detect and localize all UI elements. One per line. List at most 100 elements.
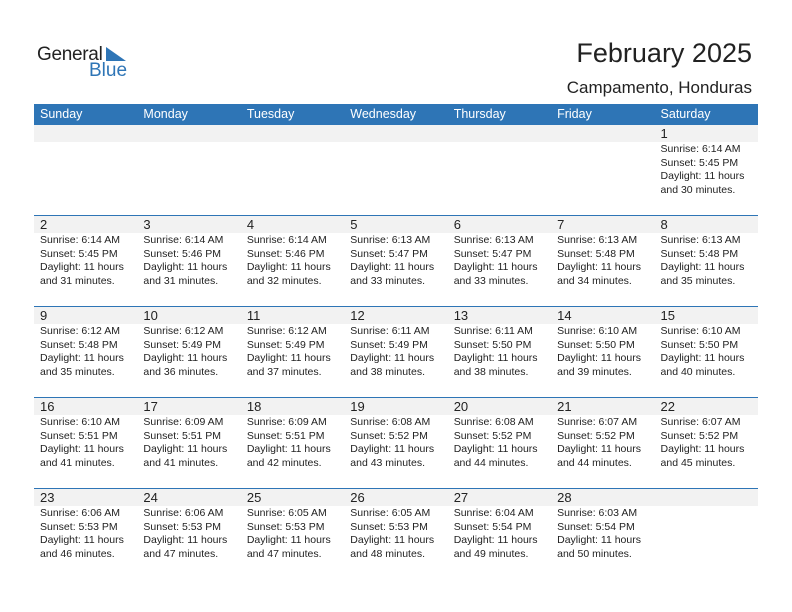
- day-cell: 25 Sunrise: 6:05 AM Sunset: 5:53 PM Dayligh…: [240, 489, 345, 579]
- sunrise-text: Sunrise: 6:07 AM: [557, 416, 638, 428]
- weekday-friday: Friday: [557, 107, 592, 121]
- sunrise-text: Sunrise: 6:13 AM: [660, 234, 741, 246]
- day-info: Sunrise: 6:14 AM Sunset: 5:46 PM Daylight:…: [137, 233, 240, 288]
- sunrise-text: Sunrise: 6:10 AM: [40, 416, 120, 428]
- sunrise-text: Sunrise: 6:14 AM: [143, 234, 224, 246]
- day-number: [654, 489, 758, 506]
- sunrise-text: Sunrise: 6:03 AM: [557, 507, 638, 519]
- day-info: Sunrise: 6:06 AM Sunset: 5:53 PM Daylight:…: [34, 506, 137, 561]
- daylight-text: Daylight: 11 hours: [246, 443, 331, 455]
- day-cell: [654, 489, 758, 579]
- daylight-minutes-text: and 31 minutes.: [40, 274, 115, 287]
- day-info: Sunrise: 6:13 AM Sunset: 5:47 PM Daylight:…: [448, 233, 551, 288]
- day-cell: [240, 125, 345, 215]
- day-info: Sunrise: 6:13 AM Sunset: 5:48 PM Daylight:…: [551, 233, 654, 288]
- sunrise-text: Sunrise: 6:08 AM: [453, 416, 534, 428]
- daylight-text: Daylight: 11 hours: [246, 261, 331, 273]
- location: Campamento, Honduras: [566, 78, 752, 97]
- sunset-text: Sunset: 5:51 PM: [40, 429, 118, 442]
- day-cell: 4 Sunrise: 6:14 AM Sunset: 5:46 PM Daylight…: [240, 216, 345, 306]
- day-info: Sunrise: 6:13 AM Sunset: 5:48 PM Daylight:…: [655, 233, 758, 288]
- daylight-text: Daylight: 11 hours: [453, 261, 538, 273]
- day-info: Sunrise: 6:11 AM Sunset: 5:50 PM Daylight:…: [448, 324, 551, 379]
- day-info: Sunrise: 6:13 AM Sunset: 5:47 PM Daylight:…: [344, 233, 447, 288]
- day-number: [551, 125, 655, 142]
- sunset-text: Sunset: 5:47 PM: [453, 247, 532, 260]
- day-info: Sunrise: 6:09 AM Sunset: 5:51 PM Daylight:…: [137, 415, 240, 470]
- sunrise-text: Sunrise: 6:14 AM: [660, 143, 741, 155]
- daylight-minutes-text: and 38 minutes.: [350, 365, 425, 378]
- daylight-minutes-text: and 35 minutes.: [40, 365, 115, 378]
- daylight-minutes-text: and 33 minutes.: [350, 274, 425, 287]
- day-number: 11: [240, 307, 345, 324]
- daylight-text: Daylight: 11 hours: [40, 352, 124, 364]
- daylight-minutes-text: and 45 minutes.: [660, 456, 736, 469]
- logo-triangle-icon: [106, 47, 126, 61]
- day-info: Sunrise: 6:14 AM Sunset: 5:45 PM Daylight:…: [34, 233, 137, 288]
- day-cell: 7 Sunrise: 6:13 AM Sunset: 5:48 PM Daylight…: [551, 216, 655, 306]
- sunset-text: Sunset: 5:52 PM: [660, 429, 739, 442]
- sunset-text: Sunset: 5:50 PM: [453, 338, 532, 351]
- day-info: Sunrise: 6:11 AM Sunset: 5:49 PM Daylight:…: [344, 324, 447, 379]
- daylight-text: Daylight: 11 hours: [143, 261, 228, 273]
- daylight-minutes-text: and 47 minutes.: [246, 547, 322, 560]
- daylight-minutes-text: and 39 minutes.: [557, 365, 632, 378]
- daylight-minutes-text: and 33 minutes.: [453, 274, 529, 287]
- daylight-minutes-text: and 42 minutes.: [246, 456, 322, 469]
- day-info: Sunrise: 6:08 AM Sunset: 5:52 PM Daylight:…: [344, 415, 447, 470]
- day-info: Sunrise: 6:12 AM Sunset: 5:48 PM Daylight:…: [34, 324, 137, 379]
- daylight-text: Daylight: 11 hours: [143, 443, 228, 455]
- sunrise-text: Sunrise: 6:12 AM: [40, 325, 120, 337]
- sunrise-text: Sunrise: 6:11 AM: [453, 325, 533, 337]
- daylight-text: Daylight: 11 hours: [453, 352, 538, 364]
- sunrise-text: Sunrise: 6:07 AM: [660, 416, 741, 428]
- daylight-minutes-text: and 40 minutes.: [660, 365, 736, 378]
- day-number: 13: [447, 307, 552, 324]
- day-number: [240, 125, 345, 142]
- day-cell: 1 Sunrise: 6:14 AM Sunset: 5:45 PM Daylight…: [654, 125, 758, 215]
- day-number: 17: [137, 398, 241, 415]
- sunrise-text: Sunrise: 6:10 AM: [557, 325, 638, 337]
- sunset-text: Sunset: 5:48 PM: [557, 247, 635, 260]
- daylight-minutes-text: and 37 minutes.: [246, 365, 322, 378]
- sunset-text: Sunset: 5:50 PM: [557, 338, 635, 351]
- day-cell: 21 Sunrise: 6:07 AM Sunset: 5:52 PM Dayligh…: [551, 398, 655, 488]
- day-number: 26: [344, 489, 448, 506]
- day-cell: 3 Sunrise: 6:14 AM Sunset: 5:46 PM Daylight…: [137, 216, 241, 306]
- day-cell: 17 Sunrise: 6:09 AM Sunset: 5:51 PM Dayligh…: [137, 398, 241, 488]
- sunset-text: Sunset: 5:53 PM: [143, 520, 222, 533]
- sunset-text: Sunset: 5:51 PM: [143, 429, 222, 442]
- daylight-minutes-text: and 43 minutes.: [350, 456, 425, 469]
- daylight-text: Daylight: 11 hours: [453, 534, 538, 546]
- day-cell: 26 Sunrise: 6:05 AM Sunset: 5:53 PM Dayligh…: [344, 489, 448, 579]
- daylight-minutes-text: and 32 minutes.: [246, 274, 322, 287]
- day-cell: 6 Sunrise: 6:13 AM Sunset: 5:47 PM Daylight…: [447, 216, 552, 306]
- day-cell: 24 Sunrise: 6:06 AM Sunset: 5:53 PM Dayligh…: [137, 489, 241, 579]
- day-cell: 2 Sunrise: 6:14 AM Sunset: 5:45 PM Daylight…: [34, 216, 138, 306]
- daylight-text: Daylight: 11 hours: [350, 352, 435, 364]
- day-number: 20: [447, 398, 552, 415]
- sunset-text: Sunset: 5:46 PM: [143, 247, 222, 260]
- day-cell: [344, 125, 448, 215]
- sunset-text: Sunset: 5:54 PM: [453, 520, 532, 533]
- day-cell: [447, 125, 552, 215]
- day-cell: 11 Sunrise: 6:12 AM Sunset: 5:49 PM Dayligh…: [240, 307, 345, 397]
- sunrise-text: Sunrise: 6:09 AM: [246, 416, 327, 428]
- daylight-text: Daylight: 11 hours: [246, 534, 331, 546]
- logo-text-general: General: [37, 44, 103, 65]
- daylight-minutes-text: and 47 minutes.: [143, 547, 219, 560]
- day-cell: 9 Sunrise: 6:12 AM Sunset: 5:48 PM Daylight…: [34, 307, 138, 397]
- sunrise-text: Sunrise: 6:13 AM: [557, 234, 638, 246]
- day-cell: 22 Sunrise: 6:07 AM Sunset: 5:52 PM Dayligh…: [654, 398, 758, 488]
- daylight-text: Daylight: 11 hours: [350, 443, 435, 455]
- weekday-tuesday: Tuesday: [246, 107, 295, 121]
- daylight-minutes-text: and 31 minutes.: [143, 274, 219, 287]
- sunset-text: Sunset: 5:53 PM: [246, 520, 325, 533]
- sunrise-text: Sunrise: 6:06 AM: [143, 507, 224, 519]
- sunset-text: Sunset: 5:52 PM: [557, 429, 635, 442]
- daylight-text: Daylight: 11 hours: [660, 261, 745, 273]
- sunset-text: Sunset: 5:53 PM: [40, 520, 118, 533]
- day-number: [137, 125, 241, 142]
- daylight-text: Daylight: 11 hours: [40, 443, 124, 455]
- day-cell: 27 Sunrise: 6:04 AM Sunset: 5:54 PM Dayligh…: [447, 489, 552, 579]
